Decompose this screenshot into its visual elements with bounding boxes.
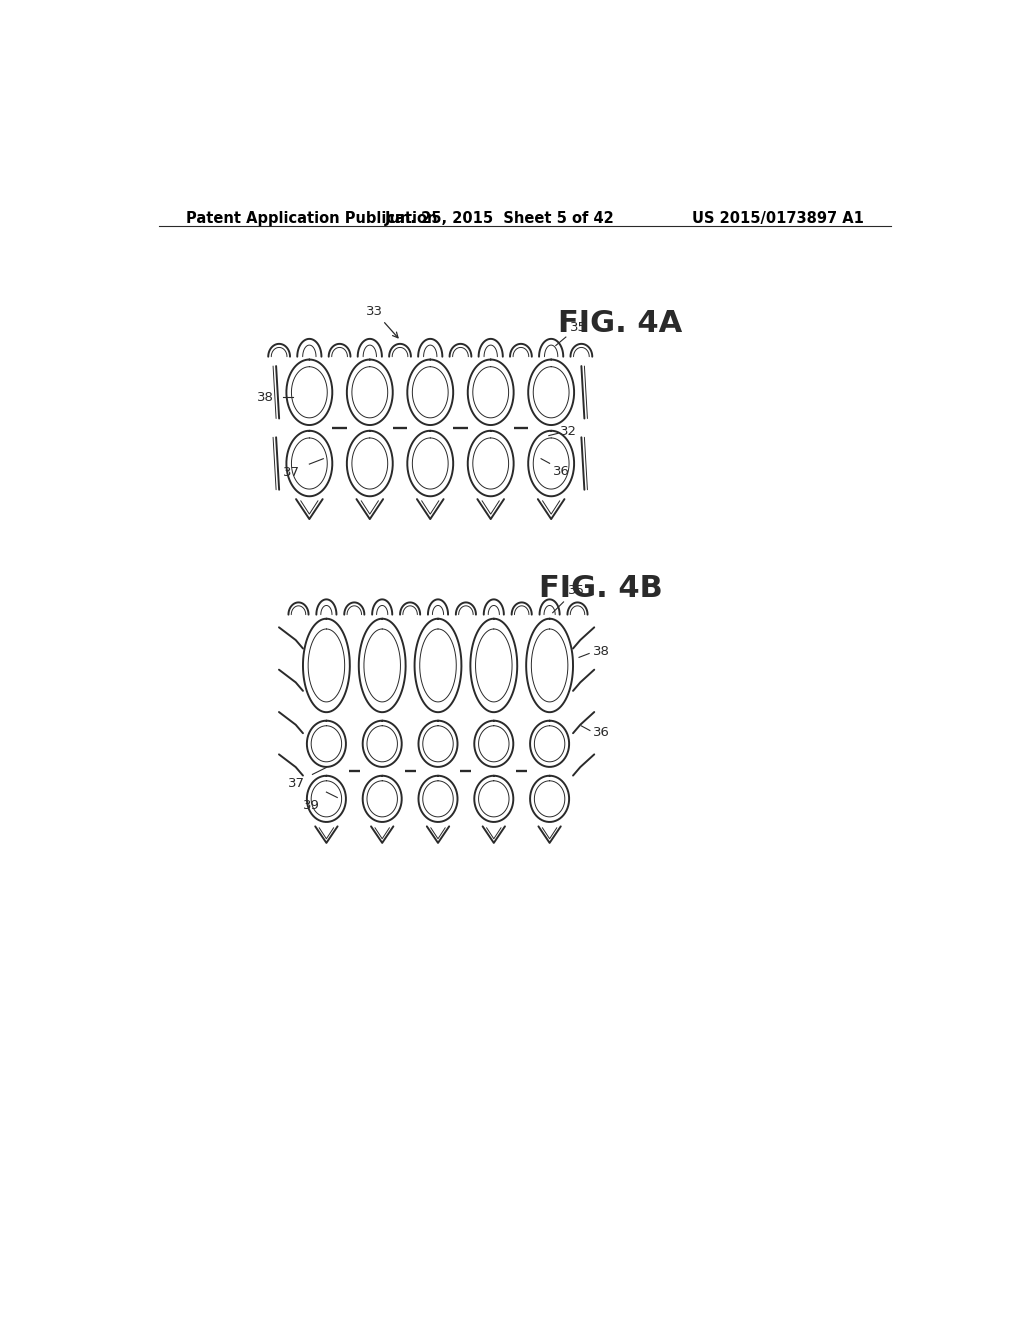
- Text: 38: 38: [593, 644, 610, 657]
- Text: 37: 37: [288, 776, 305, 789]
- Text: US 2015/0173897 A1: US 2015/0173897 A1: [692, 211, 864, 226]
- Text: 36: 36: [553, 465, 569, 478]
- Text: Jun. 25, 2015  Sheet 5 of 42: Jun. 25, 2015 Sheet 5 of 42: [385, 211, 614, 226]
- Text: FIG. 4B: FIG. 4B: [539, 574, 663, 602]
- Text: Patent Application Publication: Patent Application Publication: [186, 211, 437, 226]
- Text: 39: 39: [303, 799, 321, 812]
- Text: FIG. 4A: FIG. 4A: [558, 309, 682, 338]
- Text: 33: 33: [366, 305, 398, 338]
- Text: 38: 38: [257, 391, 273, 404]
- Text: 35: 35: [569, 321, 587, 334]
- Text: 37: 37: [283, 466, 300, 479]
- Text: 35: 35: [568, 585, 585, 597]
- Text: 32: 32: [560, 425, 578, 438]
- Text: 36: 36: [593, 726, 610, 739]
